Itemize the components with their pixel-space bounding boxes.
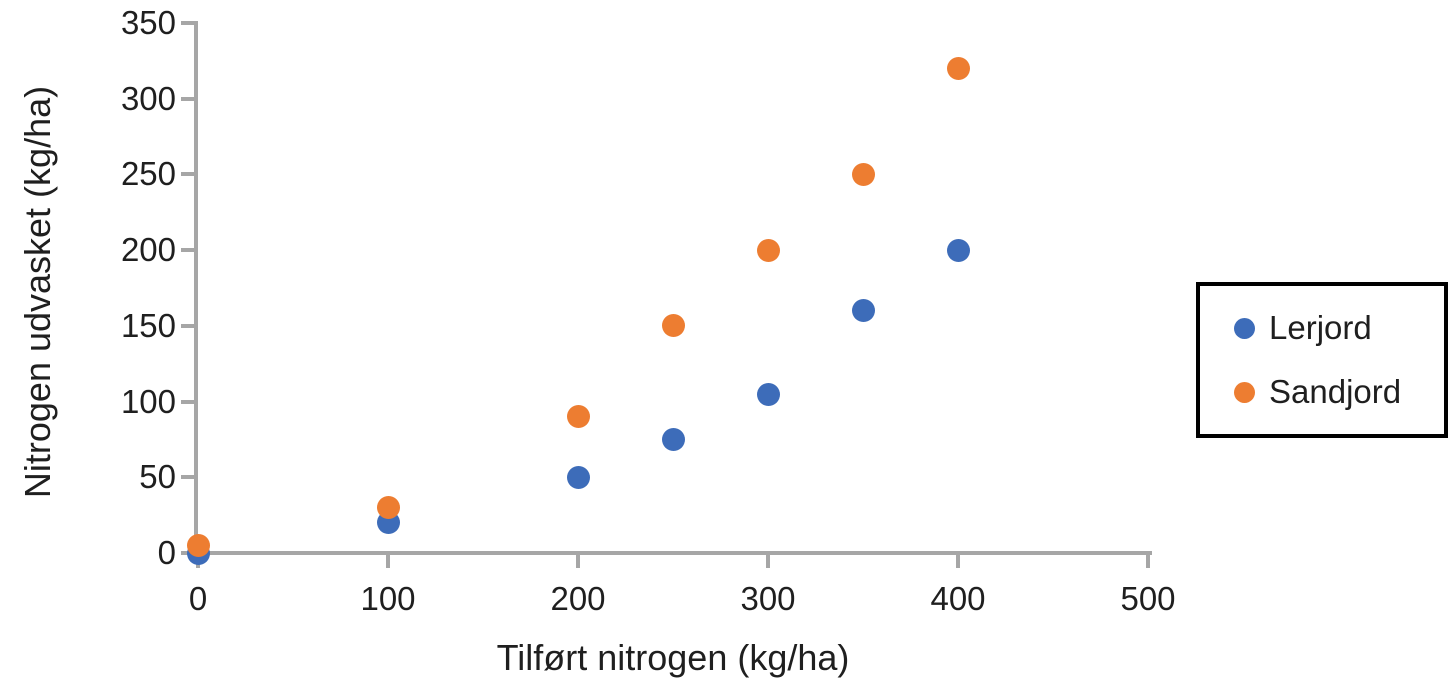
data-point-lerjord — [661, 427, 685, 451]
y-tick-mark — [181, 96, 194, 101]
lerjord-marker-icon — [1234, 317, 1255, 339]
y-tick-mark — [181, 399, 194, 404]
legend-label-lerjord: Lerjord — [1269, 309, 1372, 346]
data-point-sandjord — [186, 533, 210, 557]
x-tick-mark — [766, 555, 770, 568]
legend: Lerjord Sandjord — [1196, 282, 1448, 438]
legend-label-sandjord: Sandjord — [1269, 373, 1402, 410]
data-point-lerjord — [756, 382, 780, 406]
y-tick-mark — [181, 323, 194, 328]
y-tick-label: 0 — [157, 534, 176, 571]
x-tick-label: 500 — [1120, 580, 1176, 617]
data-point-lerjord — [851, 299, 875, 323]
x-tick-mark — [386, 555, 390, 568]
x-tick-mark — [1146, 555, 1150, 568]
y-tick-label: 350 — [120, 4, 176, 41]
legend-item-sandjord: Sandjord — [1234, 373, 1444, 411]
data-point-sandjord — [661, 314, 685, 338]
data-point-sandjord — [566, 405, 590, 429]
y-tick-mark — [181, 248, 194, 253]
y-tick-label: 250 — [120, 155, 176, 193]
x-tick-label: 200 — [550, 580, 606, 617]
x-tick-label: 100 — [360, 580, 416, 617]
data-point-sandjord — [946, 56, 970, 80]
y-tick-label: 300 — [120, 79, 176, 117]
y-tick-mark — [181, 475, 194, 480]
y-tick-mark — [181, 21, 194, 25]
x-tick-label: 400 — [930, 580, 986, 617]
data-point-sandjord — [851, 162, 875, 186]
data-point-lerjord — [946, 238, 970, 262]
x-tick-mark — [576, 555, 580, 568]
x-tick-label: 0 — [188, 580, 208, 617]
data-point-lerjord — [566, 465, 590, 489]
y-tick-label: 150 — [120, 306, 176, 344]
x-tick-label: 300 — [740, 580, 796, 617]
y-tick-label: 50 — [139, 458, 176, 496]
y-tick-label: 100 — [120, 382, 176, 420]
data-point-sandjord — [376, 496, 400, 520]
sandjord-marker-icon — [1234, 381, 1255, 403]
y-tick-label: 200 — [120, 231, 176, 269]
y-axis-line — [194, 21, 198, 555]
legend-item-lerjord: Lerjord — [1234, 309, 1444, 347]
x-axis-title: Tilført nitrogen (kg/ha) — [496, 637, 850, 678]
x-tick-mark — [956, 555, 960, 568]
y-tick-mark — [181, 172, 194, 177]
data-point-sandjord — [756, 238, 780, 262]
x-axis-line — [194, 551, 1152, 555]
